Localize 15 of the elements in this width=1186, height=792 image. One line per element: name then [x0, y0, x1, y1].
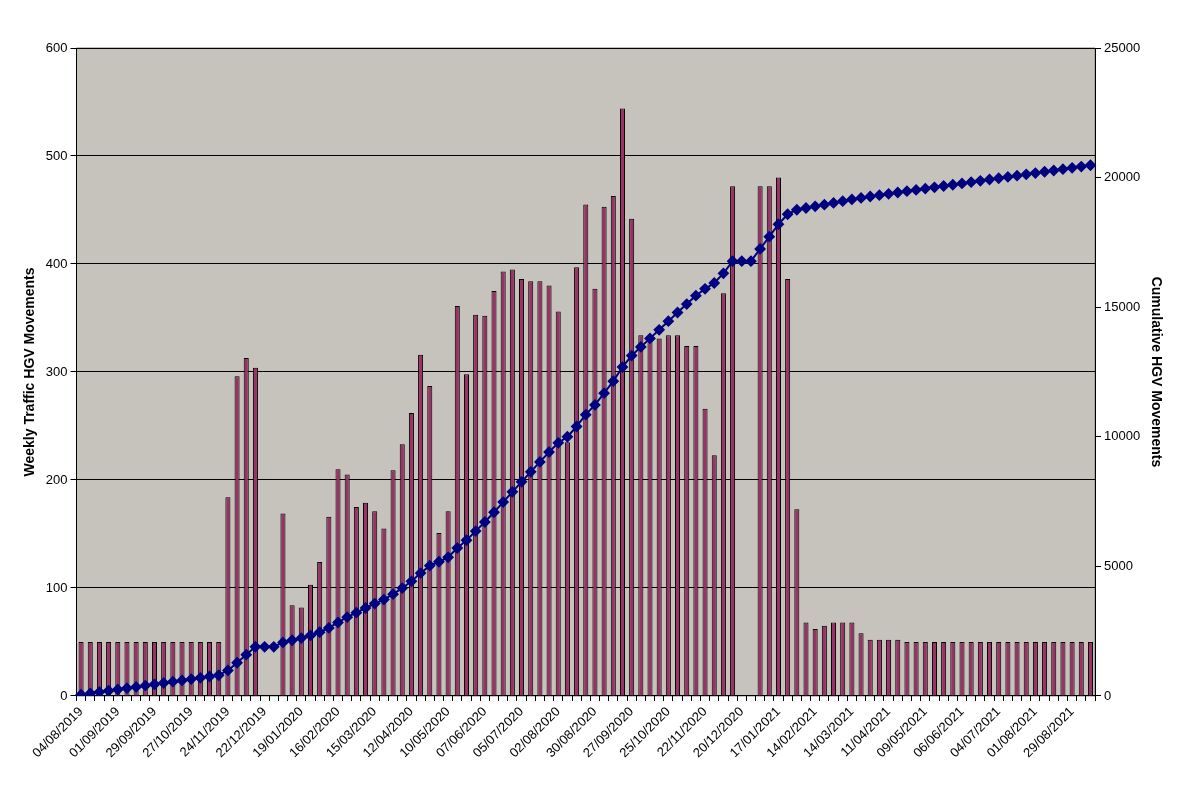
y-tick-label: 400	[45, 255, 68, 271]
y-axis-title: Weekly Traffic HGV Movements	[21, 267, 38, 477]
y2-tick-label: 25000	[1104, 39, 1141, 55]
y2-tick-label: 20000	[1104, 169, 1141, 185]
y-tick-label: 600	[45, 39, 68, 55]
y-tick-label: 500	[45, 147, 68, 163]
y-tick-label: 200	[45, 471, 68, 487]
y-tick-label: 300	[45, 363, 68, 379]
y2-tick-label: 15000	[1104, 298, 1141, 314]
y-tick-label: 100	[45, 579, 68, 595]
y2-tick-label: 10000	[1104, 428, 1141, 444]
y2-tick-label: 5000	[1104, 557, 1133, 573]
y2-axis-title: Cumulative HGV Movements	[1148, 276, 1165, 468]
y-tick-label: 0	[60, 687, 68, 703]
y2-tick-label: 0	[1104, 687, 1112, 703]
